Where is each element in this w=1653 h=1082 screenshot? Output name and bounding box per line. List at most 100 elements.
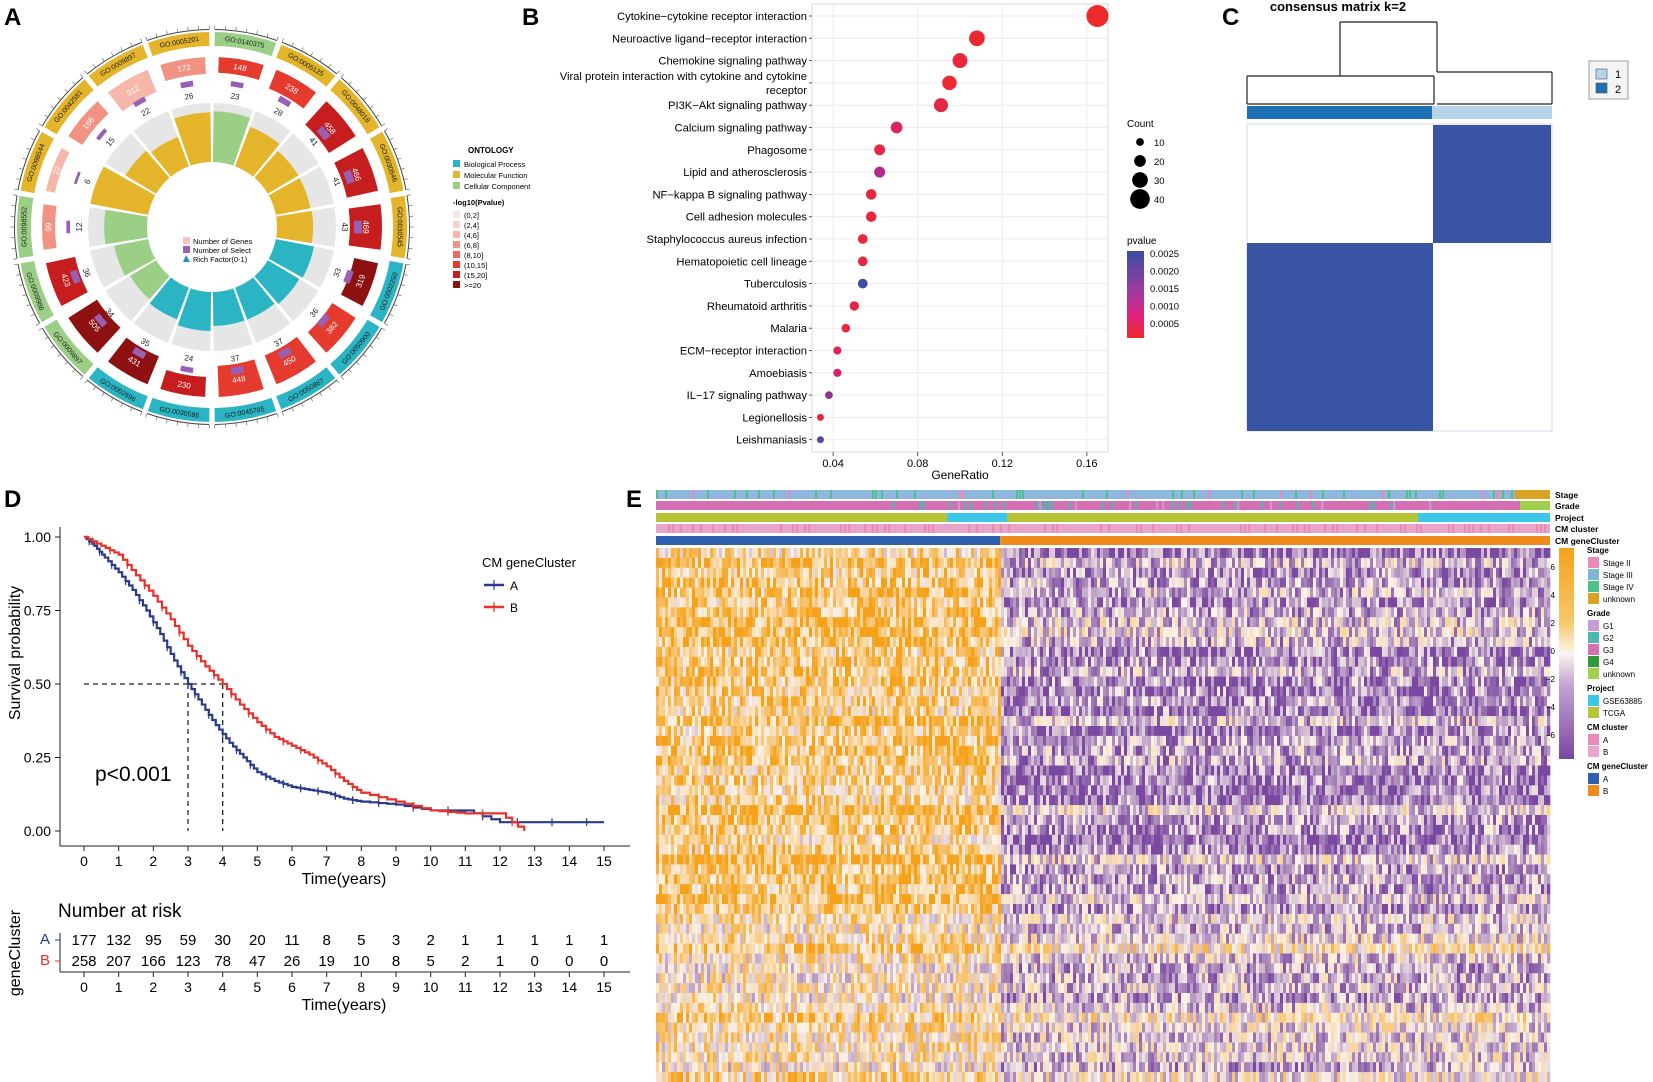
heatmap-cell bbox=[890, 588, 893, 598]
heatmap-cell bbox=[1181, 597, 1184, 607]
heatmap-cell bbox=[1457, 588, 1460, 598]
heatmap-cell bbox=[959, 548, 962, 558]
heatmap-cell bbox=[785, 677, 788, 687]
heatmap-cell bbox=[1127, 647, 1130, 657]
heatmap-cell bbox=[713, 617, 716, 627]
heatmap-cell bbox=[1253, 667, 1256, 677]
heatmap-cell bbox=[1538, 607, 1541, 617]
heatmap-cell bbox=[1457, 568, 1460, 578]
heatmap-cell bbox=[1256, 637, 1259, 647]
annot-grade-cell bbox=[1156, 501, 1158, 510]
heatmap-cell bbox=[764, 647, 767, 657]
heatmap-cell bbox=[1106, 657, 1109, 667]
heatmap-cell bbox=[857, 637, 860, 647]
heatmap-cell bbox=[1091, 558, 1094, 568]
heatmap-cell bbox=[1346, 667, 1349, 677]
heatmap-cell bbox=[857, 548, 860, 558]
annot-cmcluster-cell bbox=[732, 524, 734, 533]
heatmap-cell bbox=[800, 597, 803, 607]
heatmap-cell bbox=[1193, 597, 1196, 607]
heatmap-cell bbox=[668, 597, 671, 607]
km-y-tick-label: 0.25 bbox=[24, 750, 51, 766]
heatmap-cell bbox=[1181, 578, 1184, 588]
circos-scale-tick bbox=[357, 89, 360, 91]
heatmap-cell bbox=[1346, 588, 1349, 598]
circos-scale-tick bbox=[19, 285, 22, 286]
heatmap-cell bbox=[1109, 548, 1112, 558]
heatmap-cell bbox=[1526, 558, 1529, 568]
heatmap-cell bbox=[1454, 637, 1457, 647]
heatmap-cell bbox=[1478, 597, 1481, 607]
heatmap-cell bbox=[1280, 607, 1283, 617]
heatmap-cell bbox=[1016, 607, 1019, 617]
heatmap-cell bbox=[1469, 637, 1472, 647]
heatmap-cell bbox=[971, 597, 974, 607]
heatmap-cell bbox=[992, 607, 995, 617]
heatmap-cell bbox=[809, 657, 812, 667]
heatmap-cell bbox=[1181, 568, 1184, 578]
heatmap-cell bbox=[677, 597, 680, 607]
heatmap-cell bbox=[938, 568, 941, 578]
heatmap-cell bbox=[1226, 627, 1229, 637]
heatmap-cell bbox=[1349, 627, 1352, 637]
heatmap-cell bbox=[1451, 607, 1454, 617]
annot-cmcluster-cell bbox=[1240, 524, 1242, 533]
heatmap-cell bbox=[1088, 597, 1091, 607]
heatmap-cell bbox=[977, 637, 980, 647]
heatmap-cell bbox=[857, 558, 860, 568]
heatmap-cell bbox=[977, 558, 980, 568]
heatmap-cell bbox=[1472, 647, 1475, 657]
heatmap-cell bbox=[848, 578, 851, 588]
heatmap-cell bbox=[1139, 657, 1142, 667]
heatmap-cell bbox=[962, 597, 965, 607]
heatmap-cell bbox=[1124, 627, 1127, 637]
heatmap-cell bbox=[740, 617, 743, 627]
heatmap-cell bbox=[1157, 607, 1160, 617]
heatmap-cell bbox=[677, 578, 680, 588]
risk-table-x-tick-label: 3 bbox=[184, 979, 192, 995]
heatmap-cell bbox=[1400, 568, 1403, 578]
heatmap-cell bbox=[1430, 617, 1433, 627]
heatmap-cell bbox=[818, 627, 821, 637]
heatmap-cell bbox=[1343, 568, 1346, 578]
heatmap-cell bbox=[1169, 578, 1172, 588]
heatmap-cell bbox=[749, 657, 752, 667]
heatmap-cell bbox=[947, 677, 950, 687]
heatmap-cell bbox=[752, 647, 755, 657]
heatmap-cell bbox=[1049, 657, 1052, 667]
heatmap-cell bbox=[1481, 617, 1484, 627]
heatmap-cell bbox=[656, 637, 659, 647]
heatmap-cell bbox=[1448, 617, 1451, 627]
heatmap-cell bbox=[1205, 588, 1208, 598]
heatmap-cell bbox=[1268, 578, 1271, 588]
heatmap-cell bbox=[809, 548, 812, 558]
heatmap-cell bbox=[1250, 617, 1253, 627]
heatmap-cell bbox=[1313, 568, 1316, 578]
annot-grade-cell bbox=[1129, 501, 1131, 510]
heatmap-cell bbox=[833, 548, 836, 558]
heatmap-cell bbox=[1127, 597, 1130, 607]
heatmap-cell bbox=[1265, 548, 1268, 558]
heatmap-cell bbox=[1163, 637, 1166, 647]
heatmap-cell bbox=[737, 617, 740, 627]
heatmap-cell bbox=[1175, 627, 1178, 637]
heatmap-cell bbox=[971, 637, 974, 647]
heatmap-cell bbox=[866, 677, 869, 687]
heatmap-cell bbox=[1061, 578, 1064, 588]
heatmap-cell bbox=[698, 558, 701, 568]
annot-project-gse-a bbox=[947, 513, 1007, 522]
heatmap-cell bbox=[1148, 667, 1151, 677]
heatmap-cell bbox=[1469, 677, 1472, 687]
heatmap-cell bbox=[1223, 548, 1226, 558]
heatmap-cell bbox=[1382, 637, 1385, 647]
km-axes: 0.000.250.500.751.000 1 2 3 4 5 6 7 8 9 10 11 12 13 14… bbox=[24, 527, 630, 869]
heatmap-cell bbox=[1214, 568, 1217, 578]
heatmap-cell bbox=[1436, 597, 1439, 607]
heatmap-cell bbox=[803, 667, 806, 677]
heatmap-cell bbox=[749, 607, 752, 617]
heatmap-cell bbox=[1352, 597, 1355, 607]
heatmap-cell bbox=[965, 667, 968, 677]
annot-cmcluster-cell bbox=[668, 524, 670, 533]
heatmap-cell bbox=[887, 588, 890, 598]
heatmap-cell bbox=[854, 597, 857, 607]
